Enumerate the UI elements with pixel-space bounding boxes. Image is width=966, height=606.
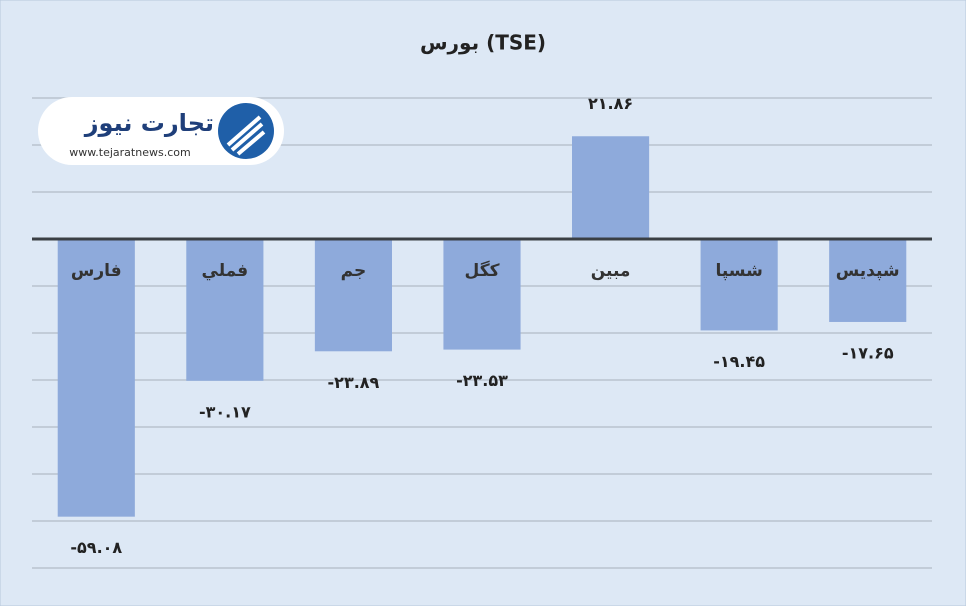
value-label: -۲۳.۸۹ bbox=[328, 373, 380, 392]
logo: تجارت نیوز www.tejaratnews.com bbox=[38, 97, 284, 165]
chart-title: بورس (TSE) bbox=[420, 31, 546, 55]
logo-name: تجارت نیوز bbox=[84, 109, 214, 137]
bar bbox=[829, 239, 907, 322]
category-label: مبين bbox=[591, 261, 631, 281]
bar bbox=[443, 239, 521, 350]
category-label: جم bbox=[341, 261, 367, 281]
category-label: شسپا bbox=[715, 261, 762, 281]
plot-area: فارس -۵۹.۰۸ فملي -۳۰.۱۷ جم -۲۳.۸۹ کگل -۲۳.۵۳ مبي… bbox=[32, 94, 932, 569]
bar bbox=[57, 239, 135, 517]
bar bbox=[700, 239, 778, 331]
category-label: شپديس bbox=[836, 261, 900, 281]
value-label: -۲۳.۵۳ bbox=[456, 371, 508, 390]
value-label: -۳۰.۱۷ bbox=[199, 402, 251, 421]
value-label: -۱۷.۶۵ bbox=[842, 343, 894, 362]
bar bbox=[314, 239, 392, 352]
category-label: فارس bbox=[71, 261, 122, 281]
value-label: -۱۹.۴۵ bbox=[713, 352, 765, 371]
bar bbox=[186, 239, 264, 381]
logo-icon-lines bbox=[226, 115, 266, 156]
logo-url: www.tejaratnews.com bbox=[69, 146, 190, 159]
value-label: -۵۹.۰۸ bbox=[70, 538, 122, 557]
category-label: فملي bbox=[202, 261, 249, 281]
value-label: ۲۱.۸۶ bbox=[588, 94, 633, 113]
bar bbox=[572, 136, 650, 239]
category-label: کگل bbox=[465, 260, 500, 281]
logo-background bbox=[38, 97, 284, 165]
